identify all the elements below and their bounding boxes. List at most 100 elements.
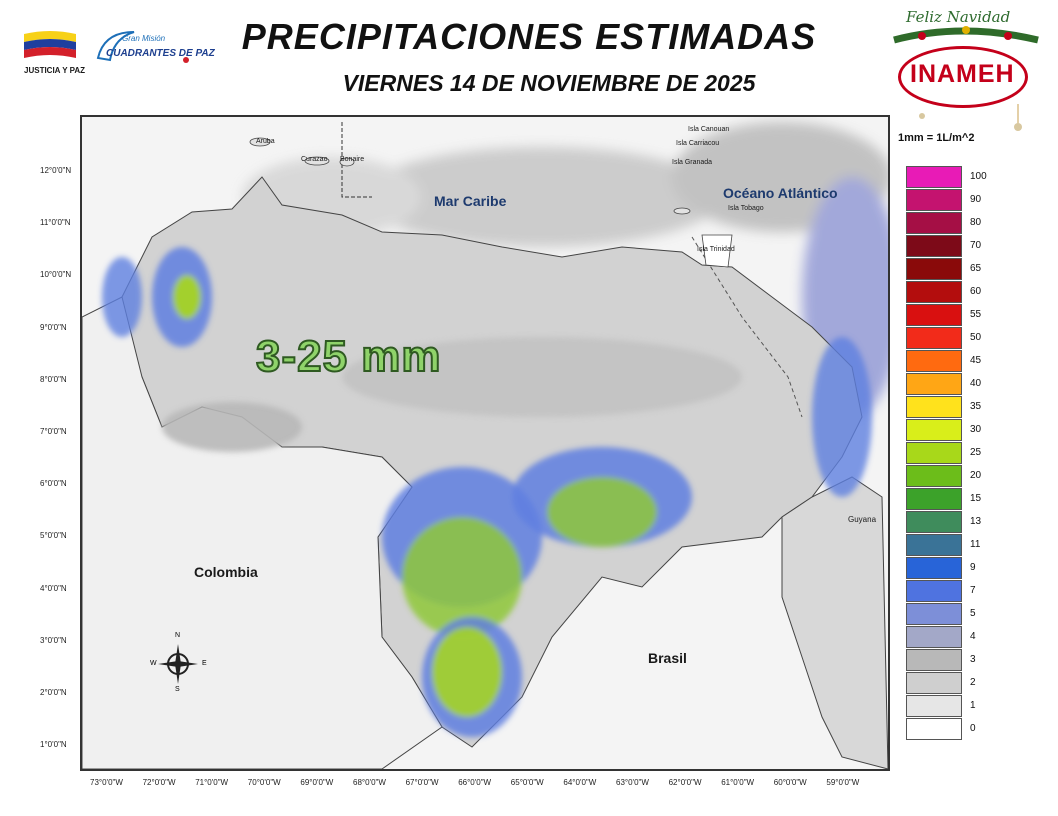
lon-tick-label: 73°0'0"W [90, 778, 123, 787]
legend-swatch [906, 166, 962, 188]
legend-label: 50 [970, 332, 982, 343]
legend-label: 15 [970, 493, 982, 504]
legend-label: 70 [970, 240, 982, 251]
inameh-text: INAMEH [910, 60, 1015, 88]
lat-tick-label: 8°0'0"N [40, 374, 67, 384]
lat-tick-label: 5°0'0"N [40, 531, 67, 541]
legend-swatch [906, 465, 962, 487]
legend-label: 3 [970, 654, 976, 665]
legend-swatch [906, 419, 962, 441]
label-colombia: Colombia [194, 564, 258, 580]
legend-swatch [906, 442, 962, 464]
lat-tick-label: 9°0'0"N [40, 322, 67, 332]
legend-label: 55 [970, 309, 982, 320]
page-subtitle: VIERNES 14 DE NOVIEMBRE DE 2025 [342, 70, 756, 96]
label-trinidad: Isla Trinidad [697, 246, 735, 253]
justicia-y-paz-text: JUSTICIA Y PAZ [24, 66, 86, 75]
legend-swatch [906, 258, 962, 280]
lon-tick-label: 61°0'0"W [721, 778, 755, 787]
lat-tick-label: 4°0'0"N [40, 583, 67, 593]
lon-tick-label: 68°0'0"W [353, 778, 386, 787]
lon-tick-label: 59°0'0"W [826, 778, 860, 787]
lat-tick-label: 2°0'0"N [40, 688, 67, 697]
compass-n: N [175, 632, 181, 639]
lat-tick-label: 1°0'0"N [40, 740, 67, 750]
lat-tick-label: 10°0'0"N [40, 270, 72, 280]
legend-swatch [906, 626, 962, 648]
legend-swatch [906, 695, 962, 717]
label-canouan: Isla Canouan [688, 126, 730, 133]
legend-swatch [906, 212, 962, 234]
legend-swatch [906, 327, 962, 349]
gran-mision-logo: Gran Misión CUADRANTES DE PAZ [90, 28, 215, 70]
rainfall-range-label: 3-25 mm [255, 331, 442, 382]
legend-swatch [906, 189, 962, 211]
legend-swatch [906, 373, 962, 395]
label-mar-caribe: Mar Caribe [434, 193, 507, 209]
lat-tick-label: 6°0'0"N [40, 479, 67, 489]
legend-swatch [906, 649, 962, 671]
lon-tick-label: 62°0'0"W [668, 778, 702, 787]
legend-unit: 1mm = 1L/m^2 [898, 132, 975, 144]
mission-swoosh-icon [96, 31, 189, 63]
lon-tick-label: 65°0'0"W [510, 778, 544, 787]
legend-label: 90 [970, 194, 982, 205]
legend-swatch [906, 557, 962, 579]
lon-tick-label: 60°0'0"W [773, 778, 807, 787]
lon-tick-label: 67°0'0"W [405, 778, 439, 787]
lon-tick-label: 63°0'0"W [616, 778, 649, 787]
lat-tick-label: 12°0'0"N [40, 166, 72, 175]
lat-tick-label: 3°0'0"N [40, 635, 67, 645]
legend-swatch [906, 281, 962, 303]
label-oceano: Océano Atlántico [723, 185, 838, 201]
lon-tick-label: 72°0'0"W [142, 778, 176, 787]
label-brasil: Brasil [648, 650, 687, 666]
lat-tick-label: 7°0'0"N [40, 427, 67, 436]
lon-tick-label: 71°0'0"W [195, 778, 229, 787]
legend-swatch [906, 580, 962, 602]
label-guyana: Guyana [848, 515, 877, 524]
legend-label: 45 [970, 355, 982, 366]
lon-tick-label: 69°0'0"W [300, 778, 334, 787]
precipitation-map [80, 115, 890, 771]
lon-tick-label: 64°0'0"W [563, 778, 597, 787]
legend-label: 11 [970, 539, 981, 550]
legend-swatch [906, 350, 962, 372]
legend-label: 2 [970, 677, 976, 688]
inameh-logo: Feliz Navidad INAMEH [892, 4, 1040, 132]
mission-line1: Gran Misión [122, 34, 166, 43]
legend-label: 7 [970, 585, 976, 596]
legend-swatch [906, 304, 962, 326]
legend-swatch [906, 534, 962, 556]
mission-line2: CUADRANTES DE PAZ [106, 48, 215, 59]
legend-label: 1 [970, 700, 976, 711]
legend-label: 20 [970, 470, 982, 481]
legend-swatch [906, 718, 962, 740]
greeting-text: Feliz Navidad [906, 8, 1011, 26]
map-canvas [82, 117, 888, 769]
legend-label: 60 [970, 286, 982, 297]
legend-label: 35 [970, 401, 982, 412]
lon-tick-label: 70°0'0"W [247, 778, 281, 787]
lat-tick-label: 11°0'0"N [40, 218, 71, 228]
compass-rose-icon: N S E W [150, 632, 207, 693]
legend-label: 30 [970, 424, 982, 435]
legend-label: 5 [970, 608, 976, 619]
legend-label: 25 [970, 447, 982, 458]
legend-label: 40 [970, 378, 982, 389]
label-aruba: Aruba [256, 138, 275, 145]
compass-s: S [175, 686, 180, 693]
legend-swatch [906, 603, 962, 625]
legend-swatch [906, 488, 962, 510]
page-title: PRECIPITACIONES ESTIMADAS [241, 16, 817, 57]
compass-w: W [150, 660, 157, 667]
legend-swatch [906, 396, 962, 418]
legend-swatch [906, 511, 962, 533]
legend-label: 0 [970, 723, 976, 734]
compass-e: E [202, 660, 207, 667]
legend-label: 65 [970, 263, 982, 274]
christmas-garland-icon [893, 26, 1039, 131]
lon-tick-label: 66°0'0"W [458, 778, 492, 787]
legend-swatch [906, 672, 962, 694]
legend-label: 9 [970, 562, 976, 573]
